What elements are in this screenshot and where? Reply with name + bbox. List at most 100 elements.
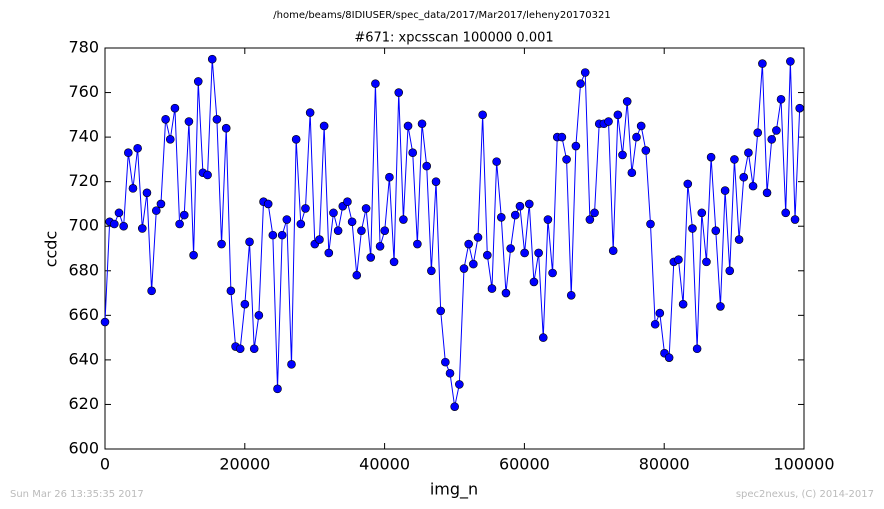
data-point [142, 188, 152, 198]
data-point [189, 250, 198, 260]
data-point [207, 54, 217, 64]
data-point [641, 146, 651, 155]
data-point [753, 128, 763, 137]
data-point [478, 110, 487, 120]
data-point [431, 177, 441, 186]
y-tick-label: 700 [68, 216, 99, 235]
data-point [291, 135, 301, 144]
data-point [650, 319, 660, 329]
y-tick-label: 680 [68, 260, 99, 279]
data-point [632, 132, 641, 142]
data-point [193, 77, 203, 86]
data-point [492, 157, 501, 166]
data-point [296, 219, 306, 229]
data-point [254, 311, 264, 320]
data-point [394, 88, 404, 97]
data-point [366, 253, 376, 262]
data-point [664, 353, 674, 362]
x-tick-label: 20000 [219, 455, 270, 474]
data-point [165, 135, 175, 144]
data-point [389, 257, 399, 267]
y-tick-label: 780 [68, 38, 99, 57]
data-point [305, 108, 315, 117]
data-point [762, 188, 772, 198]
data-point [613, 110, 623, 120]
data-point [576, 79, 585, 88]
data-point [725, 266, 735, 276]
data-point [734, 235, 744, 244]
data-point [343, 197, 352, 207]
data-point [543, 215, 553, 224]
data-point [156, 199, 166, 209]
data-point [403, 121, 413, 131]
y-axis-label: ccdc [42, 231, 61, 268]
data-point [417, 119, 427, 129]
data-point [590, 208, 599, 218]
data-point [427, 266, 436, 276]
data-point [459, 264, 469, 273]
data-point [100, 317, 110, 327]
data-point [706, 152, 716, 162]
data-point [506, 244, 515, 253]
data-point [375, 241, 385, 251]
data-point [571, 141, 581, 151]
data-point [688, 224, 697, 233]
y-tick-label: 660 [68, 305, 99, 324]
chart-title: #671: xpcsscan 100000 0.001 [354, 31, 553, 46]
data-point [622, 97, 632, 106]
data-point [315, 235, 324, 244]
data-point [413, 239, 422, 249]
data-point [333, 226, 343, 235]
data-point [203, 170, 212, 180]
data-point [529, 277, 539, 287]
data-point [119, 221, 128, 231]
footer-date: Sun Mar 26 13:35:35 2017 [10, 489, 144, 500]
data-point [408, 148, 418, 158]
data-point [646, 219, 655, 229]
data-point [464, 239, 473, 249]
data-point [133, 143, 142, 153]
data-point [758, 59, 767, 68]
x-tick-label: 0 [100, 455, 110, 474]
file-path: /home/beams/8IDIUSER/spec_data/2017/Mar2… [273, 10, 610, 21]
data-point [776, 94, 786, 104]
data-point [240, 299, 250, 309]
data-point [786, 57, 795, 66]
data-point [385, 172, 394, 182]
data-point [720, 186, 730, 195]
data-point [473, 233, 483, 242]
y-tick-label: 620 [68, 394, 99, 413]
data-point [399, 215, 408, 224]
data-point [604, 117, 613, 126]
data-point [697, 208, 707, 218]
data-point [329, 208, 338, 218]
data-point [273, 384, 282, 394]
data-point [179, 210, 189, 220]
data-point [124, 148, 133, 158]
x-tick-label: 80000 [639, 455, 690, 474]
data-point [268, 230, 278, 240]
data-point [450, 402, 459, 411]
data-point [744, 148, 753, 158]
x-tick-label: 60000 [499, 455, 550, 474]
data-point [263, 199, 273, 209]
data-point [249, 344, 259, 354]
data-point [226, 286, 236, 296]
data-point [347, 217, 357, 227]
data-point [217, 239, 226, 249]
data-point [161, 114, 170, 124]
data-point [772, 126, 781, 135]
x-axis-label: img_n [430, 480, 478, 500]
data-point [608, 246, 618, 256]
data-point [524, 199, 534, 209]
data-point [627, 168, 637, 178]
data-point [147, 286, 156, 296]
data-point [618, 150, 627, 160]
plot-frame [104, 47, 805, 450]
data-point [702, 257, 711, 267]
data-point [357, 226, 366, 235]
data-point [795, 103, 804, 113]
data-point [487, 284, 497, 293]
